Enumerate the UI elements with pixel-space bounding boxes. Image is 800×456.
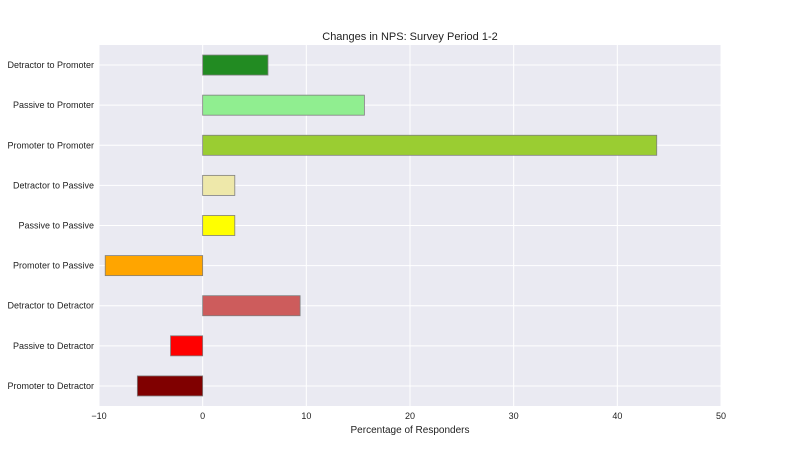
category-label: Promoter to Promoter [7, 140, 94, 150]
bar-promoter-to-detractor [136, 375, 204, 397]
x-tick-labels: −10 0 10 20 30 40 50 [91, 411, 726, 421]
bar-passive-to-passive [202, 215, 236, 236]
category-label: Passive to Promoter [13, 100, 94, 110]
bar-promoter-to-promoter [202, 134, 658, 156]
bar-passive-to-detractor [170, 335, 204, 357]
x-tick-label: 10 [301, 411, 311, 421]
x-tick-label: 30 [509, 411, 519, 421]
bar-detractor-to-passive [202, 174, 236, 196]
bars [104, 54, 658, 397]
x-axis-label: Percentage of Responders [351, 425, 470, 436]
x-tick-label: −10 [91, 411, 106, 421]
bar-detractor-to-promoter [202, 54, 269, 76]
x-tick-label: 50 [716, 411, 726, 421]
category-label: Passive to Detractor [13, 341, 94, 351]
x-tick-label: 20 [405, 411, 415, 421]
category-label: Detractor to Promoter [7, 60, 94, 70]
category-label: Detractor to Passive [13, 180, 94, 190]
category-label: Passive to Passive [18, 221, 94, 231]
bar-promoter-to-passive [104, 255, 204, 277]
category-label: Promoter to Passive [13, 261, 94, 271]
category-label: Detractor to Detractor [7, 301, 94, 311]
bar-passive-to-promoter [202, 94, 365, 116]
category-labels: Detractor to Promoter Passive to Promoter… [7, 60, 94, 391]
chart-title: Changes in NPS: Survey Period 1-2 [322, 31, 497, 43]
x-tick-label: 40 [612, 411, 622, 421]
x-tick-label: 0 [200, 411, 205, 421]
bar-detractor-to-detractor [202, 295, 301, 317]
category-label: Promoter to Detractor [7, 381, 94, 391]
